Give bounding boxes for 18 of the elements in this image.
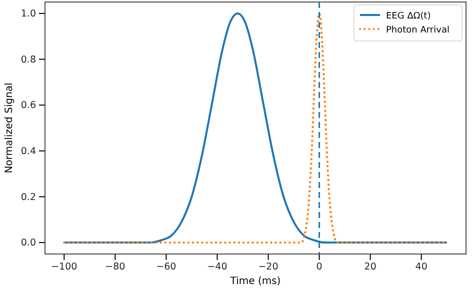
x-tick-label: −100 [51,262,78,273]
y-tick-label: 0.6 [20,100,36,112]
legend-label: Photon Arrival [386,26,450,36]
x-tick-label: −80 [105,262,126,273]
y-tick-label: 0.0 [20,238,36,249]
y-tick-label: 0.8 [20,54,36,66]
legend-label: EEG ΔΩ(t) [386,12,431,22]
y-tick-label: 0.2 [20,192,36,203]
x-tick-label: −60 [156,262,176,273]
y-axis-title: Normalized Signal [4,82,15,174]
x-tick-label: 40 [415,262,428,273]
x-tick-label: 20 [364,262,376,273]
x-tick-label: −40 [207,262,228,273]
x-tick-label: 0 [316,262,322,273]
x-tick-label: −20 [258,262,278,273]
x-axis-title: Time (ms) [229,276,281,287]
y-tick-label: 0.4 [20,146,36,157]
y-tick-label: 1.0 [20,8,36,20]
